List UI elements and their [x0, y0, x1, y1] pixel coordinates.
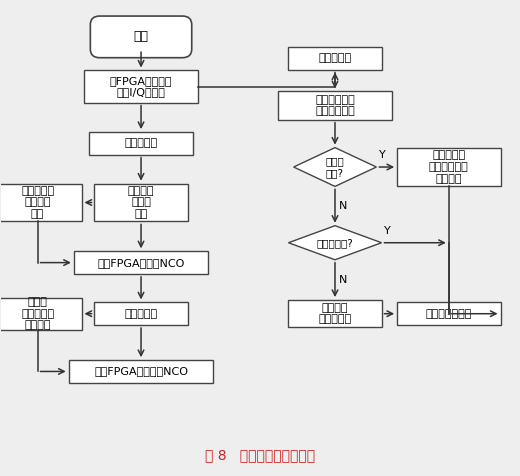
- Text: 码环鉴相、
环路滤波
处理: 码环鉴相、 环路滤波 处理: [21, 186, 54, 219]
- Text: 估计载噪比: 估计载噪比: [318, 53, 352, 63]
- Text: 更新FPGA系统码NCO: 更新FPGA系统码NCO: [97, 258, 185, 268]
- Text: 锁相环
鉴相、环路
滤波处理: 锁相环 鉴相、环路 滤波处理: [21, 297, 54, 330]
- FancyBboxPatch shape: [90, 16, 192, 58]
- Text: N: N: [339, 275, 347, 285]
- Text: 调用锁相环: 调用锁相环: [124, 309, 158, 319]
- Bar: [0, 184, 82, 221]
- Bar: [84, 70, 198, 103]
- Bar: [74, 251, 209, 274]
- Bar: [278, 91, 392, 119]
- Text: 图 8   跟踪子程序的流程图: 图 8 跟踪子程序的流程图: [205, 449, 315, 463]
- Text: 相位已锁定?: 相位已锁定?: [317, 238, 354, 248]
- Bar: [95, 302, 188, 325]
- Text: 计算功率值: 计算功率值: [124, 139, 158, 149]
- Text: 将获取导航
电文处理压入
任务序列: 将获取导航 电文处理压入 任务序列: [429, 150, 469, 184]
- Bar: [289, 47, 382, 69]
- Bar: [289, 300, 382, 327]
- Text: Y: Y: [379, 150, 386, 160]
- Text: 帧同步
成功?: 帧同步 成功?: [326, 156, 344, 178]
- Bar: [95, 184, 188, 221]
- Bar: [0, 298, 82, 330]
- Polygon shape: [289, 226, 382, 260]
- Bar: [397, 148, 501, 186]
- Text: 从FPGA读取当前
通道I/Q相关值: 从FPGA读取当前 通道I/Q相关值: [110, 76, 172, 98]
- Bar: [397, 302, 501, 325]
- Bar: [69, 360, 213, 383]
- Polygon shape: [294, 148, 376, 187]
- Text: Y: Y: [384, 226, 391, 236]
- Bar: [89, 132, 193, 155]
- Text: 通道状态
设置为牵引: 通道状态 设置为牵引: [318, 303, 352, 325]
- Text: N: N: [339, 201, 347, 211]
- Text: 开始: 开始: [134, 30, 149, 43]
- Text: 调用码环
子处理
程序: 调用码环 子处理 程序: [128, 186, 154, 219]
- Text: 更新FPGA系统载波NCO: 更新FPGA系统载波NCO: [94, 367, 188, 377]
- Text: 将帧同步处理
压入任务序列: 将帧同步处理 压入任务序列: [315, 95, 355, 116]
- Text: 跳出跟踪子程序: 跳出跟踪子程序: [425, 309, 472, 319]
